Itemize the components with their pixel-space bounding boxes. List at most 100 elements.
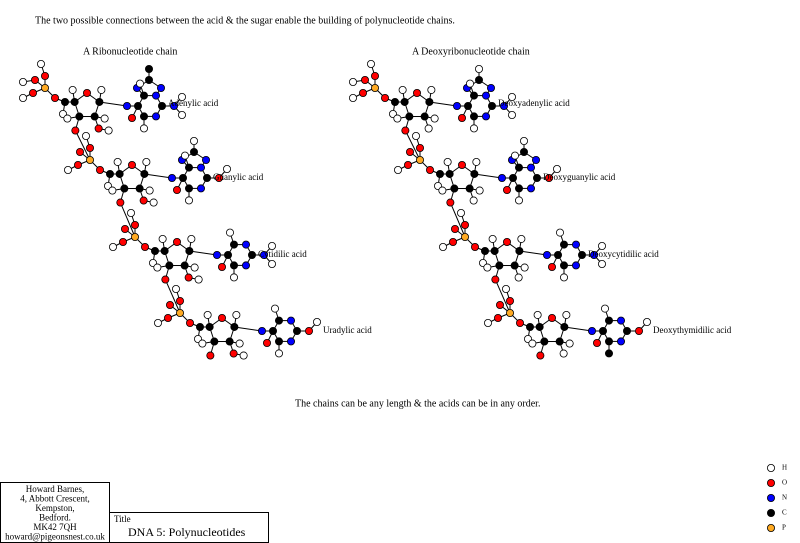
atom bbox=[225, 228, 234, 237]
atom bbox=[474, 65, 483, 74]
atom bbox=[562, 310, 571, 319]
chain-title: A Ribonucleotide chain bbox=[83, 46, 177, 57]
atom bbox=[169, 102, 178, 111]
atom bbox=[267, 259, 276, 268]
atom bbox=[171, 284, 180, 293]
atom bbox=[217, 313, 226, 322]
legend-swatch bbox=[767, 478, 776, 487]
legend-label: C bbox=[782, 509, 787, 517]
atom bbox=[448, 237, 457, 246]
atom bbox=[241, 240, 250, 249]
bond bbox=[564, 326, 593, 332]
atom bbox=[144, 76, 153, 85]
atom bbox=[201, 155, 210, 164]
atom bbox=[380, 94, 389, 103]
atom bbox=[145, 186, 154, 195]
atom bbox=[427, 85, 436, 94]
atom bbox=[229, 273, 238, 282]
atom bbox=[184, 196, 193, 205]
atom bbox=[28, 89, 37, 98]
atom bbox=[470, 242, 479, 251]
atom bbox=[259, 250, 268, 259]
atom bbox=[196, 163, 205, 172]
acid-label: Uradylic acid bbox=[323, 325, 372, 335]
atom bbox=[533, 173, 542, 182]
atom bbox=[86, 143, 95, 152]
atom bbox=[247, 250, 256, 259]
atom bbox=[572, 240, 581, 249]
atom bbox=[393, 165, 402, 174]
atom bbox=[598, 241, 607, 250]
atom bbox=[405, 147, 414, 156]
atom bbox=[535, 322, 544, 331]
atom bbox=[452, 102, 461, 111]
atom bbox=[643, 317, 652, 326]
atom bbox=[127, 208, 136, 217]
bond bbox=[164, 279, 181, 314]
atom bbox=[502, 237, 511, 246]
atom bbox=[304, 326, 313, 335]
atom bbox=[505, 308, 514, 317]
atom bbox=[106, 169, 115, 178]
atom bbox=[445, 169, 454, 178]
atom bbox=[229, 240, 238, 249]
atom bbox=[543, 250, 552, 259]
atom bbox=[623, 326, 632, 335]
atom bbox=[225, 337, 234, 346]
atom bbox=[548, 313, 557, 322]
chain-title: A Deoxyribonucleotide chain bbox=[412, 46, 530, 57]
legend-label: H bbox=[782, 464, 787, 472]
atom bbox=[501, 284, 510, 293]
bond bbox=[449, 202, 466, 238]
atom bbox=[435, 169, 444, 178]
atom bbox=[450, 184, 459, 193]
atom bbox=[292, 326, 301, 335]
atom bbox=[214, 173, 223, 182]
atom bbox=[598, 259, 607, 268]
atom bbox=[472, 157, 481, 166]
atom bbox=[605, 316, 614, 325]
atom bbox=[185, 318, 194, 327]
atom bbox=[560, 322, 569, 331]
atom bbox=[490, 246, 499, 255]
atom bbox=[497, 173, 506, 182]
atoms bbox=[18, 60, 652, 360]
atom bbox=[205, 322, 214, 331]
molecules bbox=[18, 60, 652, 360]
address-line: Kempston, bbox=[35, 503, 74, 513]
atom bbox=[139, 91, 148, 100]
atom bbox=[590, 250, 599, 259]
atom bbox=[180, 261, 189, 270]
atom bbox=[82, 131, 91, 140]
atom bbox=[113, 157, 122, 166]
atom bbox=[617, 337, 626, 346]
atom bbox=[548, 262, 557, 271]
atom bbox=[520, 147, 529, 156]
atom bbox=[202, 173, 211, 182]
atom bbox=[540, 337, 549, 346]
atom bbox=[393, 114, 402, 123]
atom bbox=[515, 163, 524, 172]
atom bbox=[348, 78, 357, 87]
atom bbox=[161, 275, 170, 284]
atom bbox=[198, 339, 207, 348]
atom bbox=[104, 126, 113, 135]
atom bbox=[153, 318, 162, 327]
atom bbox=[158, 234, 167, 243]
atom bbox=[390, 98, 399, 107]
atom bbox=[120, 184, 129, 193]
bond bbox=[189, 250, 218, 256]
atom bbox=[160, 246, 169, 255]
legend-label: O bbox=[782, 479, 787, 487]
atom bbox=[178, 173, 187, 182]
atom bbox=[515, 184, 524, 193]
note: The chains can be any length & the acids… bbox=[295, 398, 540, 409]
atom bbox=[119, 237, 128, 246]
atom bbox=[514, 273, 523, 282]
acid-label: Adenylic acid bbox=[168, 98, 219, 108]
atom bbox=[450, 224, 459, 233]
atom bbox=[241, 261, 250, 270]
atom bbox=[438, 186, 447, 195]
atom bbox=[457, 160, 466, 169]
